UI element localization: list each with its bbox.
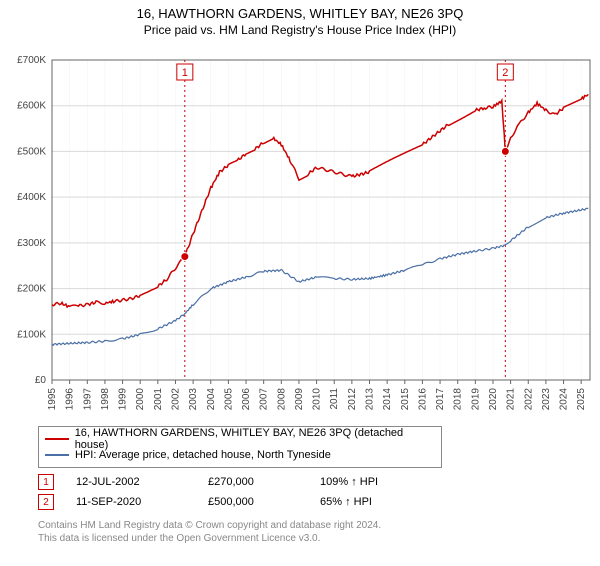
svg-text:2007: 2007 bbox=[259, 388, 270, 411]
svg-text:2011: 2011 bbox=[329, 388, 340, 410]
svg-text:2016: 2016 bbox=[417, 388, 428, 411]
footer-attribution: Contains HM Land Registry data © Crown c… bbox=[38, 520, 381, 545]
marker-relative: 65% ↑ HPI bbox=[320, 496, 430, 508]
svg-text:2022: 2022 bbox=[523, 388, 534, 411]
chart-container: 16, HAWTHORN GARDENS, WHITLEY BAY, NE26 … bbox=[0, 6, 600, 566]
svg-text:£300K: £300K bbox=[17, 238, 46, 249]
legend-swatch bbox=[45, 438, 69, 440]
marker-date: 11-SEP-2020 bbox=[76, 496, 186, 508]
svg-text:2015: 2015 bbox=[400, 388, 411, 411]
svg-text:£200K: £200K bbox=[17, 284, 46, 295]
svg-text:2025: 2025 bbox=[576, 388, 587, 411]
svg-text:2024: 2024 bbox=[559, 388, 570, 411]
footer-line-2: This data is licensed under the Open Gov… bbox=[38, 533, 381, 546]
svg-text:1995: 1995 bbox=[47, 388, 58, 411]
svg-text:2001: 2001 bbox=[153, 388, 164, 411]
svg-text:£400K: £400K bbox=[17, 192, 46, 203]
svg-text:£500K: £500K bbox=[17, 146, 46, 157]
svg-text:2020: 2020 bbox=[488, 388, 499, 411]
marker-row: 1 12-JUL-2002 £270,000 109% ↑ HPI bbox=[38, 472, 558, 492]
marker-relative: 109% ↑ HPI bbox=[320, 476, 430, 488]
svg-text:2009: 2009 bbox=[294, 388, 305, 411]
svg-text:£700K: £700K bbox=[17, 55, 46, 66]
svg-text:1999: 1999 bbox=[118, 388, 129, 411]
svg-text:1997: 1997 bbox=[82, 388, 93, 411]
legend: 16, HAWTHORN GARDENS, WHITLEY BAY, NE26 … bbox=[38, 426, 442, 468]
marker-row: 2 11-SEP-2020 £500,000 65% ↑ HPI bbox=[38, 492, 558, 512]
svg-text:£100K: £100K bbox=[17, 329, 46, 340]
marker-date: 12-JUL-2002 bbox=[76, 476, 186, 488]
chart-svg: £0 £100K £200K £300K £400K £500K £600K £700K 199… bbox=[0, 50, 600, 420]
svg-text:2021: 2021 bbox=[506, 388, 517, 411]
footer-line-1: Contains HM Land Registry data © Crown c… bbox=[38, 520, 381, 533]
svg-text:2013: 2013 bbox=[365, 388, 376, 411]
svg-text:2000: 2000 bbox=[135, 388, 146, 411]
svg-text:2018: 2018 bbox=[453, 388, 464, 411]
svg-text:2002: 2002 bbox=[170, 388, 181, 411]
legend-row: 16, HAWTHORN GARDENS, WHITLEY BAY, NE26 … bbox=[45, 431, 435, 447]
chart-subtitle: Price paid vs. HM Land Registry's House … bbox=[0, 23, 600, 37]
marker-badge: 1 bbox=[38, 474, 54, 490]
legend-label: 16, HAWTHORN GARDENS, WHITLEY BAY, NE26 … bbox=[75, 427, 435, 451]
svg-text:2: 2 bbox=[502, 67, 508, 79]
svg-text:2019: 2019 bbox=[470, 388, 481, 411]
chart-title: 16, HAWTHORN GARDENS, WHITLEY BAY, NE26 … bbox=[0, 6, 600, 21]
svg-text:2005: 2005 bbox=[223, 388, 234, 411]
svg-text:1: 1 bbox=[182, 67, 188, 79]
svg-text:2023: 2023 bbox=[541, 388, 552, 411]
marker-table: 1 12-JUL-2002 £270,000 109% ↑ HPI 2 11-SEP-20… bbox=[38, 472, 558, 512]
svg-text:2014: 2014 bbox=[382, 388, 393, 411]
marker-price: £500,000 bbox=[208, 496, 298, 508]
svg-text:2012: 2012 bbox=[347, 388, 358, 411]
svg-text:2006: 2006 bbox=[241, 388, 252, 411]
svg-text:1996: 1996 bbox=[65, 388, 76, 411]
svg-text:£600K: £600K bbox=[17, 101, 46, 112]
svg-text:2008: 2008 bbox=[276, 388, 287, 411]
svg-text:£0: £0 bbox=[35, 375, 47, 386]
svg-text:2017: 2017 bbox=[435, 388, 446, 411]
svg-text:1998: 1998 bbox=[100, 388, 111, 411]
svg-text:2003: 2003 bbox=[188, 388, 199, 411]
marker-badge: 2 bbox=[38, 494, 54, 510]
marker-price: £270,000 bbox=[208, 476, 298, 488]
legend-label: HPI: Average price, detached house, Nort… bbox=[75, 449, 331, 461]
chart-plot-area: £0 £100K £200K £300K £400K £500K £600K £700K 199… bbox=[0, 50, 600, 420]
svg-text:2004: 2004 bbox=[206, 388, 217, 411]
svg-text:2010: 2010 bbox=[312, 388, 323, 411]
legend-swatch bbox=[45, 454, 69, 456]
